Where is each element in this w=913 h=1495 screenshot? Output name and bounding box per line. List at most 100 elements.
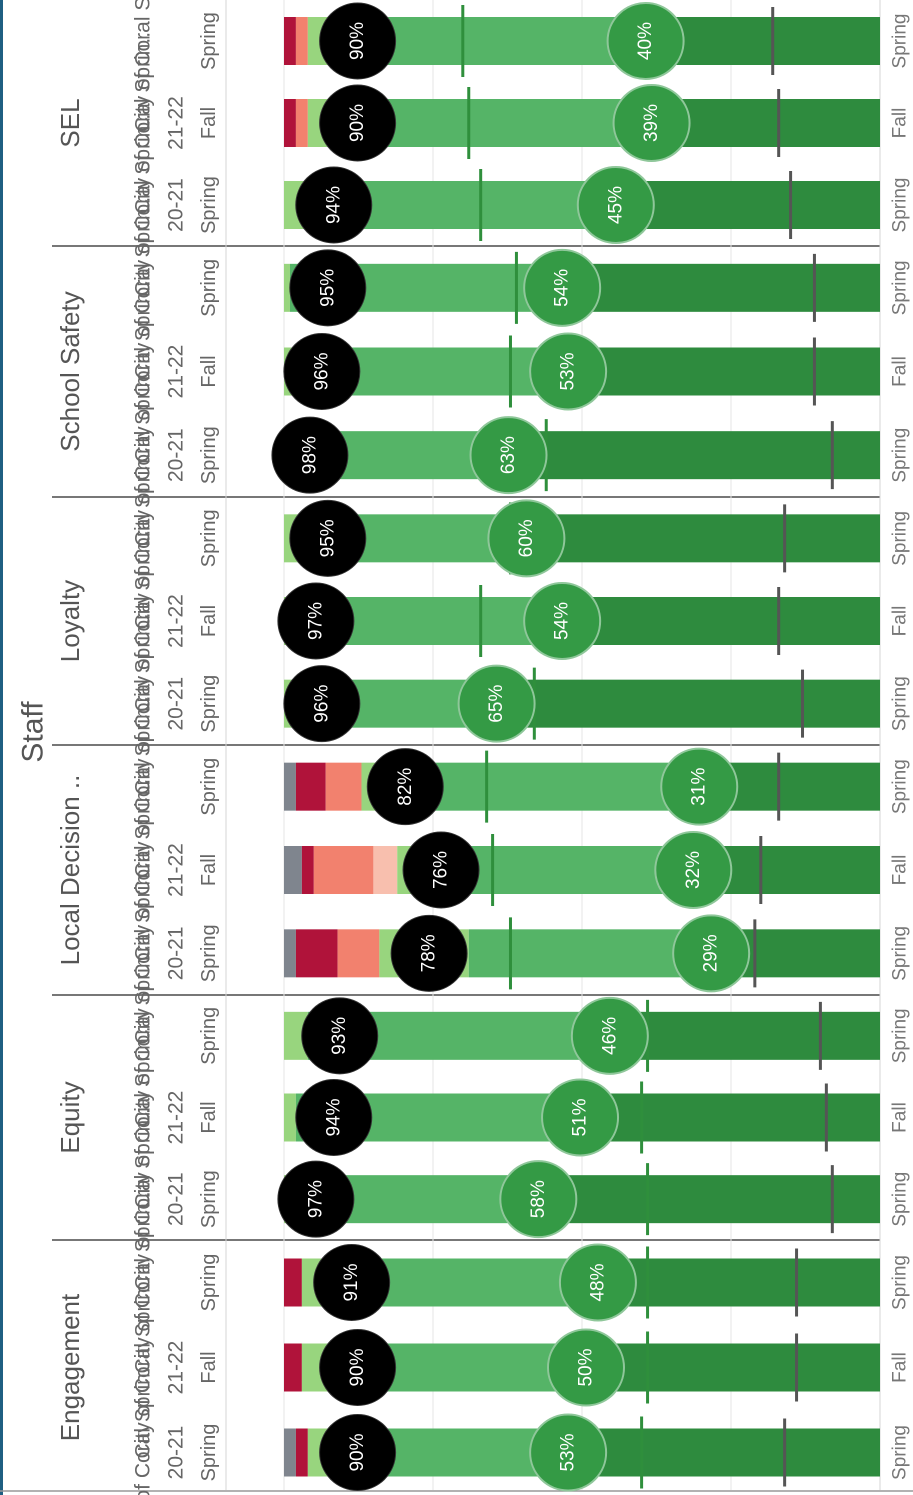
very-favorable-label: 65% [486,685,507,723]
term-label: Spring [198,1170,220,1228]
bar-segment [284,762,296,811]
favorable-circle [295,166,373,244]
very-favorable-label: 50% [576,1348,597,1386]
right-axis-label: Spring [890,511,911,566]
right-axis-label: Fall [890,606,911,637]
term-label: Fall [198,1101,220,1133]
right-axis-label: Spring [890,428,911,483]
favorable-label: 94% [323,1098,344,1136]
very-favorable-circle [529,332,608,411]
very-favorable-circle [672,914,751,993]
favorable-label: 95% [317,269,338,307]
bar-segment [355,99,648,147]
bar-segment [558,263,880,312]
very-favorable-label: 32% [683,851,704,889]
term-label: Spring [198,675,220,733]
bar-segment [325,762,362,811]
favorable-circle [313,1244,391,1321]
term-label: Spring [198,1424,220,1482]
year-label: 20-21 [165,677,188,731]
bar-segment [522,514,880,563]
very-favorable-label: 60% [516,519,537,557]
right-axis-label: Spring [890,1255,911,1310]
favorable-circle [319,84,397,162]
bar-segment [284,263,290,312]
school-label: City of Coral Sprin.. [132,862,155,1044]
favorable-label: 90% [347,22,368,60]
right-axis-label: Fall [890,108,911,139]
bar-segment [349,17,642,65]
school-label: City of Coral Sprin.. [132,613,155,795]
very-favorable-label: 31% [689,768,710,806]
very-favorable-circle [612,84,691,162]
very-favorable-label: 63% [498,436,519,474]
term-label: Spring [198,509,220,567]
favorable-label: 78% [419,934,440,972]
school-label: City of Coral Sprin.. [132,1191,155,1373]
favorable-circle [277,1160,355,1238]
favorable-label: 76% [431,851,452,889]
right-axis-label: Spring [890,759,911,814]
bar-segment [284,929,296,978]
bar-segment [492,679,880,728]
year-label: 21-22 [165,594,188,648]
favorable-circle [289,499,367,577]
school-label: City of Coral Sprin.. [132,364,155,546]
school-label: City of Coral Sprin.. [132,945,155,1127]
bar-segment [576,1093,880,1142]
group-label: School Safety [55,291,85,451]
favorable-label: 91% [341,1263,362,1301]
left-accent-bar [0,0,3,1495]
favorable-label: 95% [317,519,338,557]
term-label: Spring [198,1007,220,1065]
school-label: City of Coral Sprin.. [132,530,155,712]
very-favorable-circle [606,2,685,80]
very-favorable-label: 29% [701,934,722,972]
favorable-label: 97% [305,602,326,640]
favorable-label: 93% [329,1017,350,1055]
favorable-circle [277,582,355,660]
right-axis-label: Spring [890,1172,911,1227]
right-axis-label: Fall [890,356,911,387]
school-label: City of Coral Sprin.. [132,114,155,296]
very-favorable-label: 58% [528,1180,549,1218]
year-label: 21-22 [165,96,188,150]
year-label: 21-22 [165,1341,188,1395]
favorable-circle [289,249,367,327]
school-label: City of Coral Sprin.. [132,32,155,214]
bar-segment [284,1428,296,1477]
right-axis-label: Fall [890,855,911,886]
very-favorable-circle [523,248,602,327]
favorable-label: 96% [311,685,332,723]
very-favorable-label: 53% [558,352,579,390]
term-label: Fall [198,854,220,886]
favorable-circle [319,1329,397,1406]
favorable-circle [366,748,444,826]
right-axis-label: Spring [890,260,911,315]
very-favorable-circle [576,166,655,244]
group-label: Engagement [55,1293,85,1441]
favorable-circle [271,416,349,494]
very-favorable-label: 39% [641,104,662,142]
bar-segment [534,1175,880,1224]
bar-segment [593,1258,880,1307]
bar-segment [373,846,398,894]
bar-segment [605,1011,880,1060]
term-label: Fall [198,605,220,637]
bar-segment [295,1428,308,1477]
very-favorable-label: 51% [570,1098,591,1136]
bar-segment [564,347,880,396]
very-favorable-circle [529,1413,608,1492]
favorable-circle [319,1414,397,1491]
term-label: Spring [198,758,220,816]
bar-segment [468,929,708,978]
school-label: City of Coral Sprin.. [132,197,155,379]
term-label: Spring [198,924,220,982]
favorable-label: 90% [347,1433,368,1471]
term-label: Fall [198,1351,220,1383]
bar-segment [284,1093,296,1142]
bar-segment [462,846,690,894]
bar-segment [427,762,696,811]
year-label: 20-21 [165,926,188,980]
